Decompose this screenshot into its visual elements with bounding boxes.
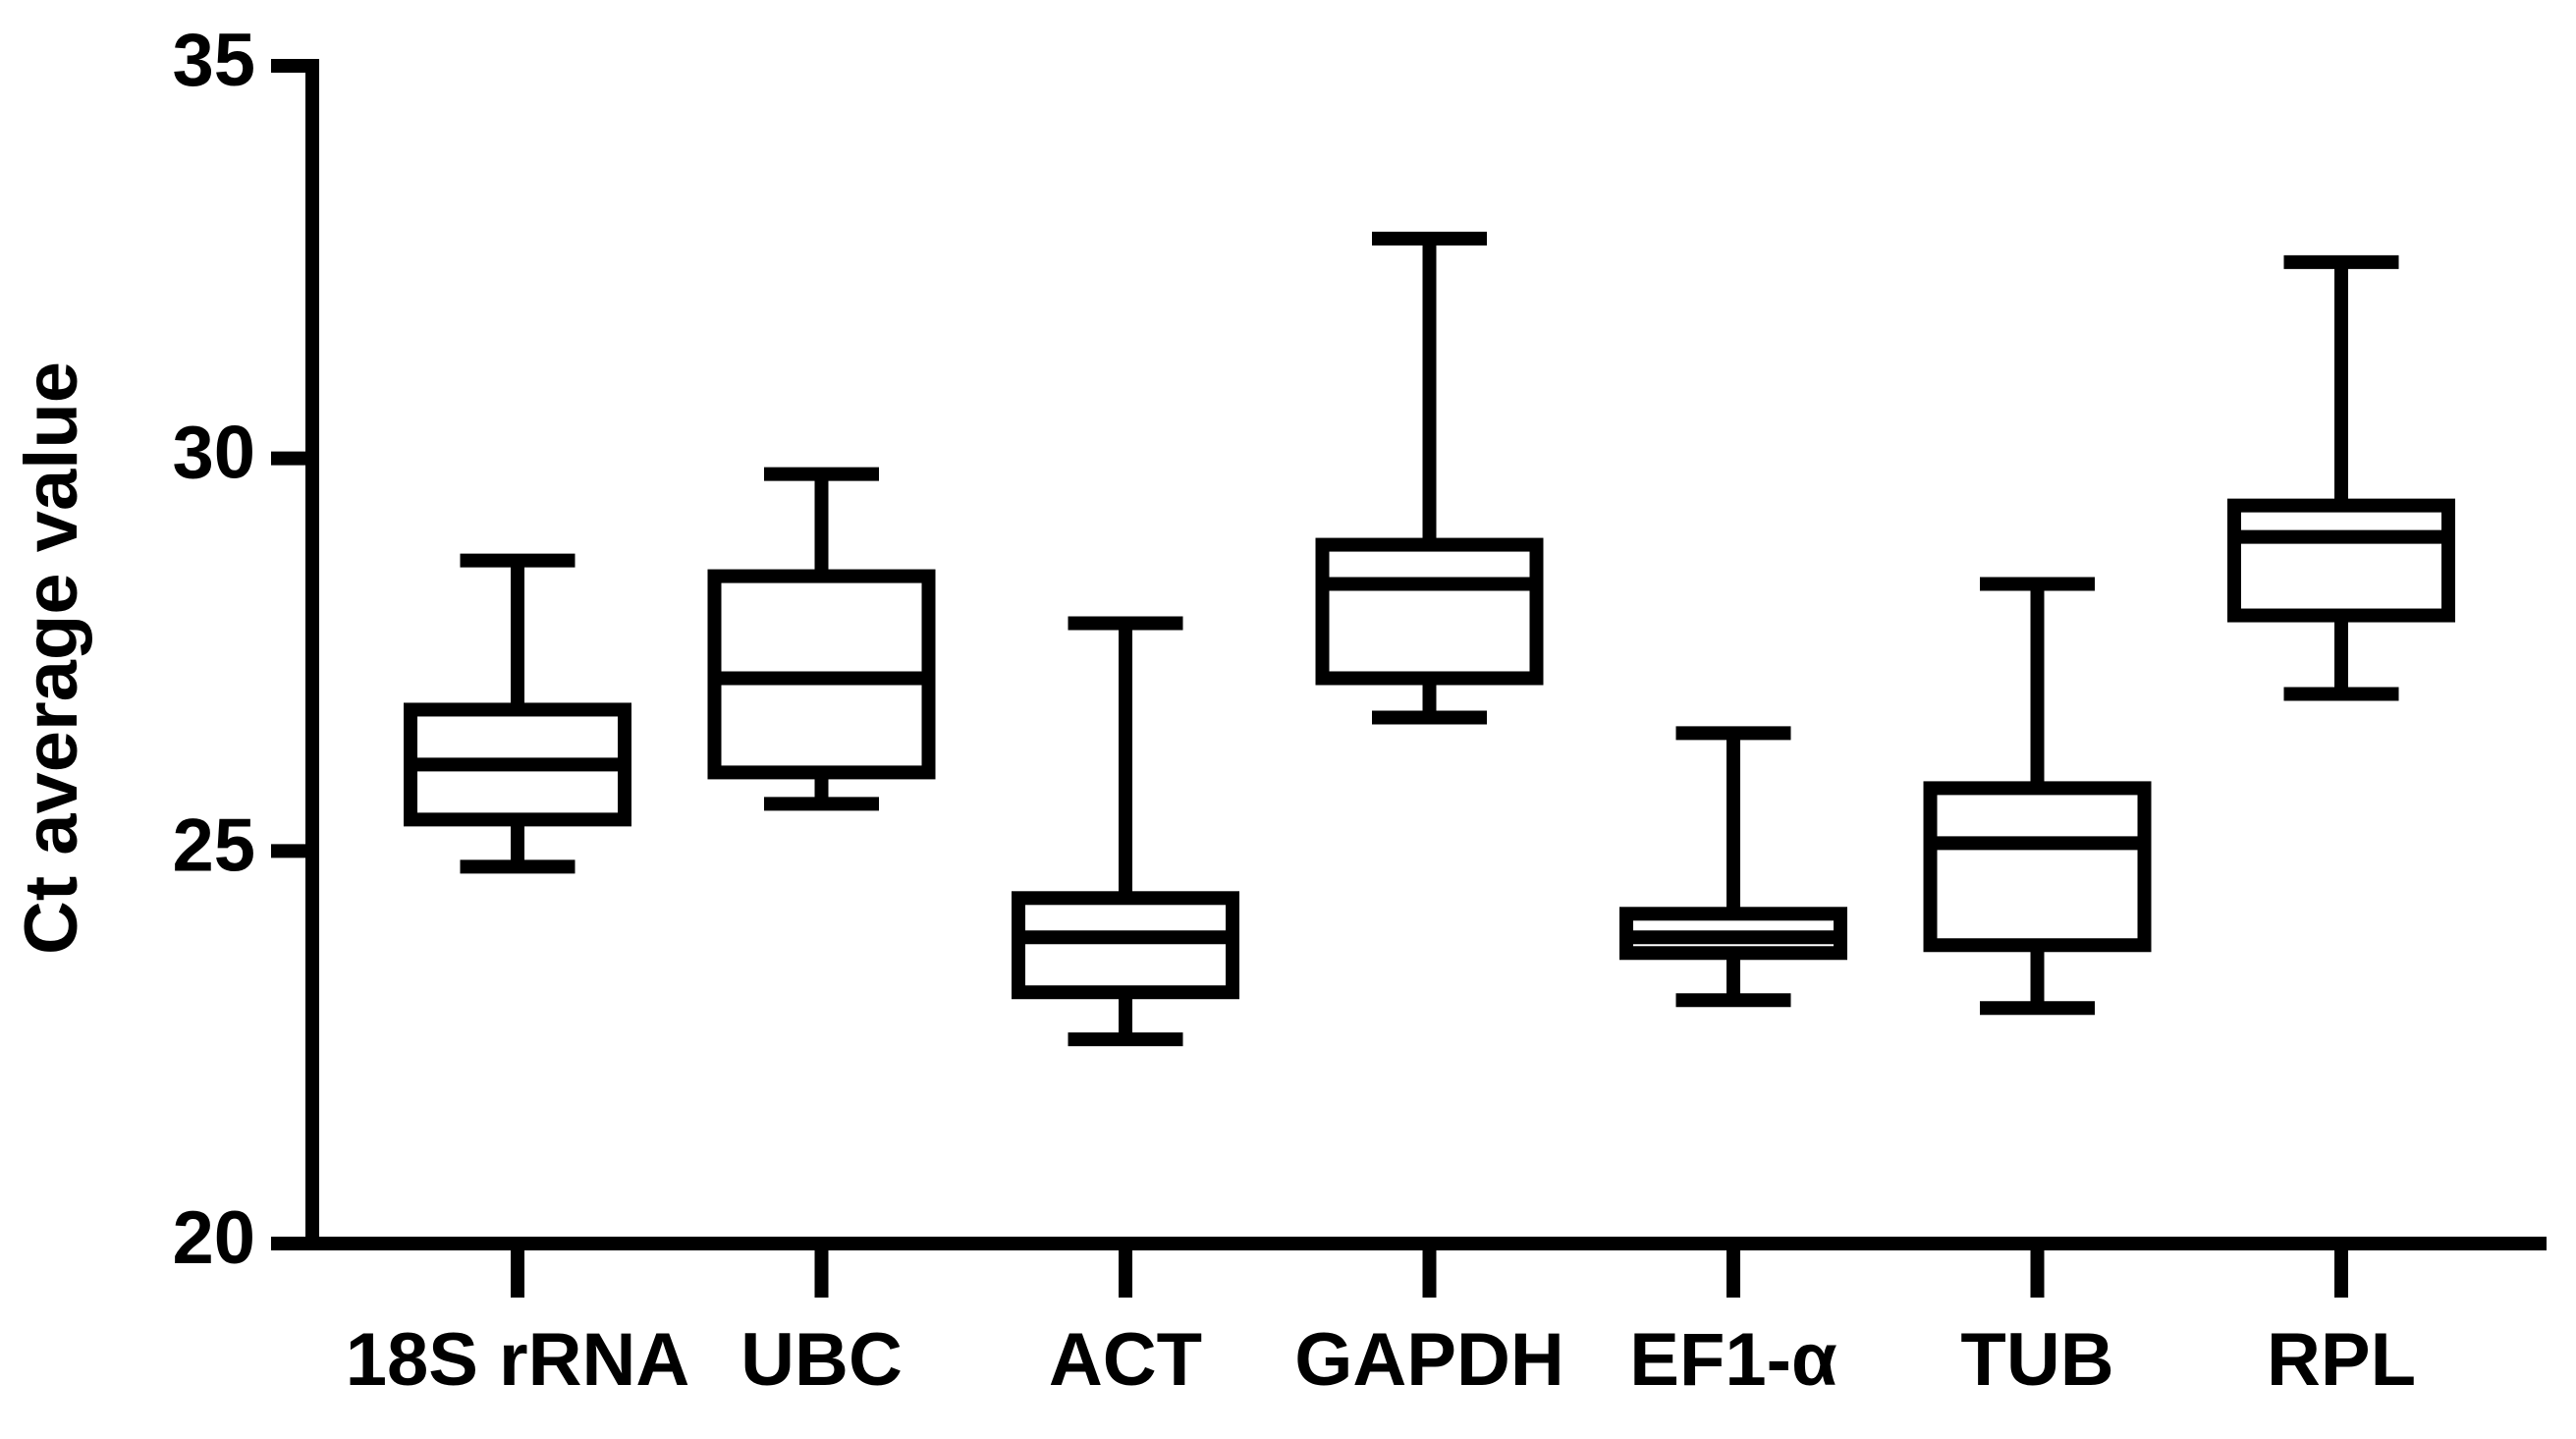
y-tick-label: 25 — [172, 803, 255, 887]
x-tick-label: UBC — [740, 1318, 903, 1402]
box — [1012, 891, 1239, 1000]
x-tick-label: RPL — [2267, 1318, 2416, 1402]
y-axis-label: Ct average value — [10, 361, 93, 955]
x-tick-label: ACT — [1049, 1318, 1202, 1402]
x-tick-label: TUB — [1960, 1318, 2113, 1402]
box — [2227, 498, 2455, 623]
x-tick-label: 18S rRNA — [346, 1318, 690, 1402]
box — [1315, 537, 1544, 686]
x-tick-label: EF1-α — [1629, 1318, 1836, 1402]
y-tick-label: 35 — [172, 19, 255, 102]
y-tick-label: 30 — [172, 412, 255, 495]
x-tick-label: GAPDH — [1294, 1318, 1563, 1402]
y-tick-label: 20 — [172, 1196, 255, 1280]
box — [1923, 781, 2152, 953]
